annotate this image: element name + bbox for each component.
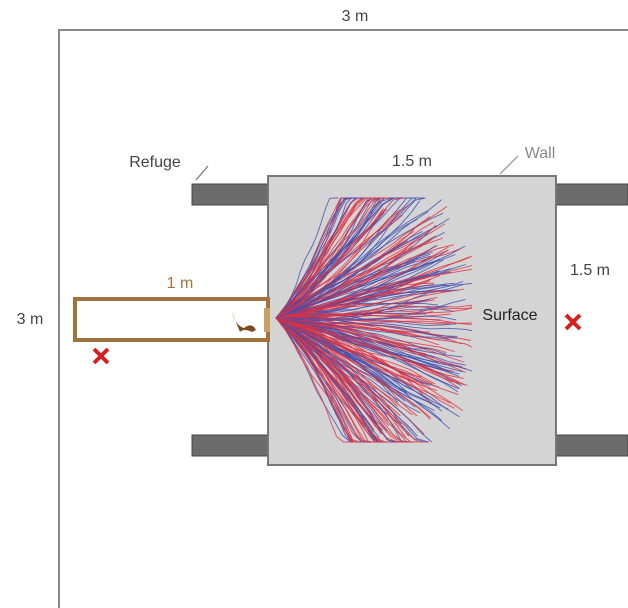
arena-height-label: 3 m: [17, 311, 44, 328]
refuge: [556, 184, 628, 205]
wall-pointer: [500, 156, 518, 174]
refuge: [192, 435, 268, 456]
surface-height-label: 1.5 m: [570, 262, 610, 279]
refuge-pointer: [196, 166, 208, 180]
surface-width-label: 1.5 m: [392, 153, 432, 170]
surface-label: Surface: [482, 307, 537, 324]
cross-marker: [94, 349, 108, 363]
corridor-length-label: 1 m: [167, 275, 194, 292]
diagram: 3 m 3 m Refuge 1.5 m Wall 1.5 m 1 m Surf…: [0, 0, 628, 608]
refuge: [192, 184, 268, 205]
arena-width-label: 3 m: [342, 8, 369, 25]
refuge: [556, 435, 628, 456]
corridor: [75, 299, 268, 340]
refuge-label: Refuge: [129, 154, 181, 171]
corridor-door: [264, 308, 270, 332]
cross-marker: [566, 315, 580, 329]
wall-label: Wall: [525, 145, 556, 162]
